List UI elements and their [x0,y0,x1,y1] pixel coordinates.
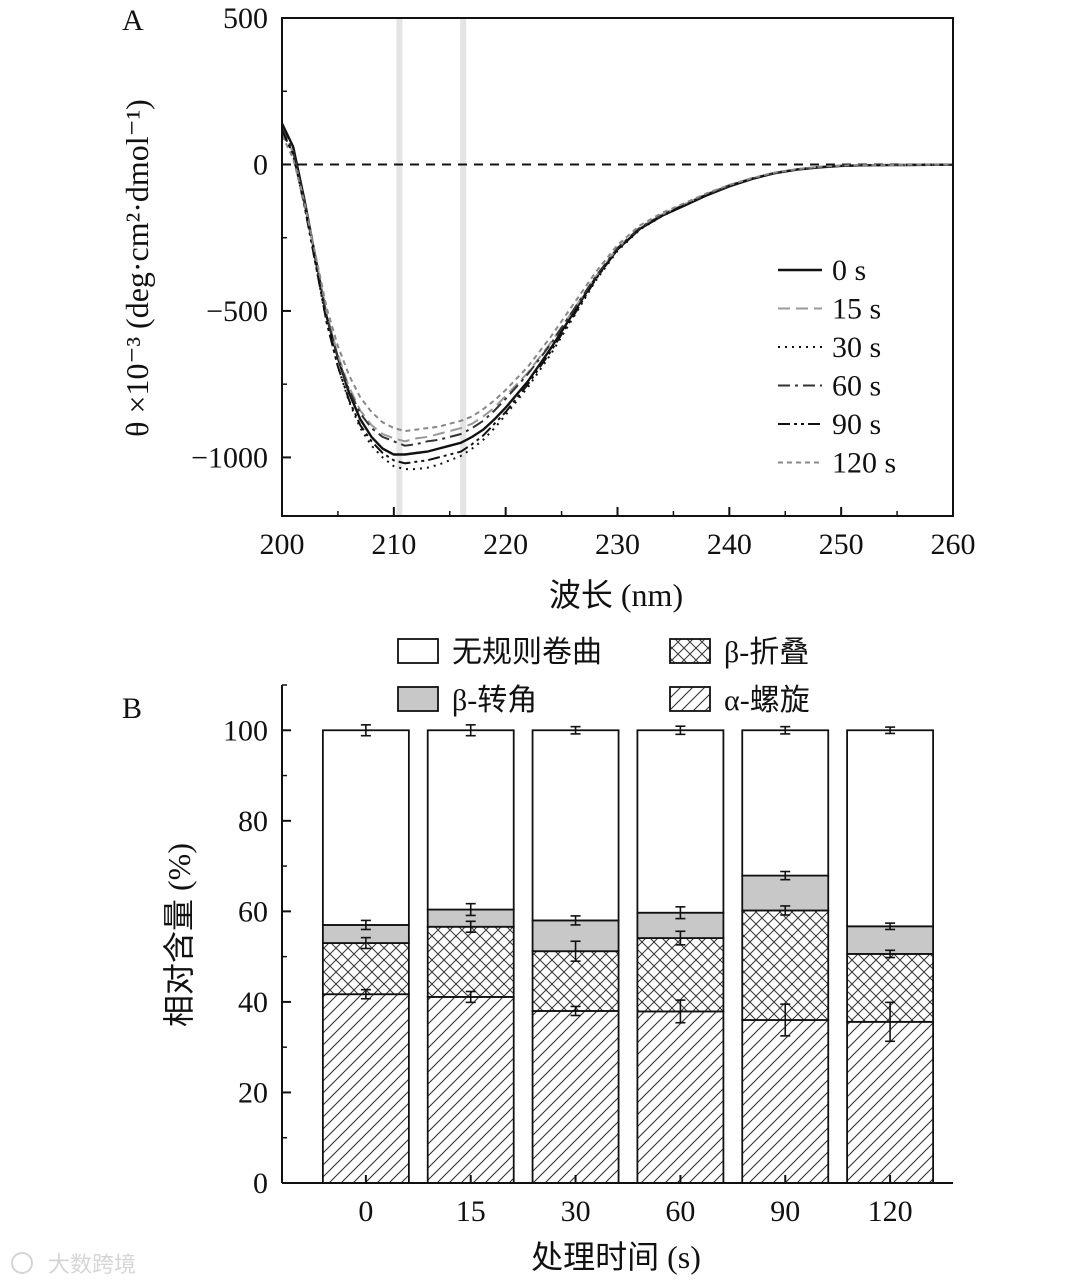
legend-label: β-折叠 [724,636,809,669]
bar-segment-crosshatch [636,937,725,1013]
panel-b-legend: 无规则卷曲 β-折叠 β-转角 α-螺旋 [397,636,810,717]
legend-label: 120 s [832,447,896,480]
legend-label: β-转角 [452,684,537,717]
x-tick-label: 200 [260,528,305,561]
y-tick-label: 0 [253,1167,268,1200]
panel-b-secondary-structure: B 无规则卷曲 β-折叠 β-转角 α-螺旋 0 15 30 60 90 120 0 20 40 60… [122,636,953,1275]
x-tick-label: 210 [371,528,416,561]
panel-a-y-axis: 500 0 −500 −1000 [191,2,291,474]
x-tick-label: 0 [358,1195,373,1228]
legend-label: α-螺旋 [724,684,810,717]
panel-b-label: B [122,692,142,725]
x-tick-label: 220 [483,528,528,561]
x-tick-label: 240 [707,528,752,561]
y-tick-label: −1000 [191,441,268,474]
panel-a-cd-spectrum: A 200 210 220 230 240 250 260 500 0 −500 −1000 波长… [119,2,976,613]
legend-swatch-crosshatch [669,638,711,664]
panel-a-y-label: θ ×10⁻³ (deg·cm²·dmol⁻¹) [119,99,155,437]
bar-segment-white [846,729,934,928]
x-tick-label: 15 [456,1195,486,1228]
panel-b-y-label: 相对含量 (%) [161,843,197,1027]
legend-label: 90 s [832,408,881,441]
bar-segment-diagonal [741,1019,830,1184]
series-line-60s [281,127,953,447]
y-tick-label: 40 [238,986,268,1019]
stacked-bars [321,729,934,1184]
legend-swatch-diagonal [669,686,711,712]
bar-segment-white [426,729,515,911]
x-tick-label: 250 [819,528,864,561]
bar-segment-crosshatch [426,925,515,998]
legend-swatch-gray [397,686,439,712]
x-tick-label: 60 [665,1195,695,1228]
x-tick-label: 30 [561,1195,591,1228]
bar-segment-diagonal [636,1010,725,1184]
panel-b-x-axis: 0 15 30 60 90 120 [358,1175,913,1228]
legend-label: 0 s [832,254,866,287]
y-tick-label: 60 [238,895,268,928]
bar-segment-white [531,729,620,922]
panel-b-x-label: 处理时间 (s) [531,1239,701,1275]
highlight-band-0 [396,18,403,516]
bar-segment-diagonal [531,1010,620,1184]
y-tick-label: −500 [206,295,268,328]
panel-b-axes [281,685,953,1184]
panel-a-legend: 0 s 15 s 30 s 60 s 90 s 120 s [778,254,896,480]
legend-label: 15 s [832,293,881,326]
y-tick-label: 500 [223,2,268,35]
series-line-0s [280,122,953,456]
bar-segment-white [741,729,830,877]
bar-segment-crosshatch [741,909,830,1021]
spectrum-lines [280,122,953,471]
legend-label: 60 s [832,370,881,403]
bar-segment-crosshatch [321,942,410,996]
legend-label: 无规则卷曲 [452,636,602,669]
error-bars [360,724,896,1043]
watermark-logo-icon [11,1252,33,1274]
x-tick-label: 230 [595,528,640,561]
watermark: 大数跨境 [11,1252,136,1277]
bar-segment-gray [846,925,934,955]
highlight-band-1 [460,18,467,516]
panel-b-y-axis: 0 20 40 60 80 100 [223,684,291,1200]
legend-swatch-white [397,638,439,664]
y-tick-label: 100 [223,714,268,747]
bar-segment-white [321,729,410,926]
y-tick-label: 0 [253,148,268,181]
panel-a-x-axis: 200 210 220 230 240 250 260 [260,507,976,561]
bar-segment-diagonal [846,1020,934,1184]
series-line-120s [281,134,953,433]
bar-segment-diagonal [321,993,410,1184]
y-tick-label: 20 [238,1076,268,1109]
panel-a-label: A [122,4,144,37]
x-tick-label: 120 [868,1195,913,1228]
bar-segment-white [636,729,725,914]
watermark-text: 大数跨境 [48,1252,136,1277]
highlight-bands [396,18,467,516]
x-tick-label: 90 [770,1195,800,1228]
x-tick-label: 260 [931,528,976,561]
bar-segment-diagonal [426,996,515,1184]
legend-label: 30 s [832,331,881,364]
panel-a-x-label: 波长 (nm) [549,577,683,613]
y-tick-label: 80 [238,805,268,838]
